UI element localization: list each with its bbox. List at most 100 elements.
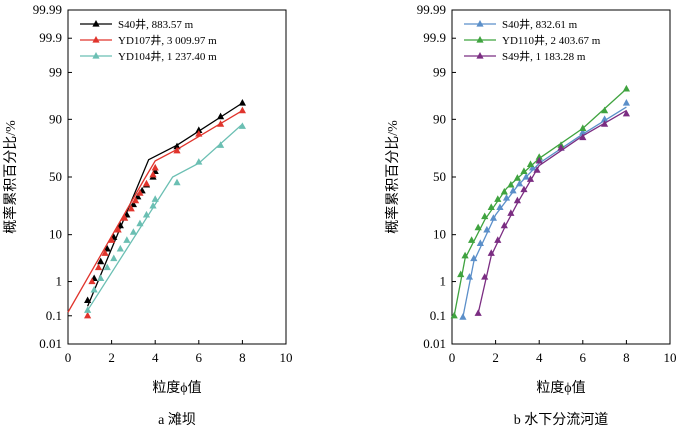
legend-marker	[476, 20, 484, 27]
data-point	[622, 99, 630, 106]
data-point	[487, 249, 495, 256]
data-point	[509, 186, 517, 194]
data-point	[121, 214, 129, 221]
data-point	[507, 180, 515, 188]
legend-marker	[476, 36, 484, 43]
data-point	[520, 167, 528, 174]
data-point	[494, 236, 502, 243]
data-point	[103, 263, 111, 271]
x-tick-label: 2	[108, 350, 115, 365]
y-tick-label: 99.9	[39, 30, 62, 45]
y-tick-label: 0.1	[430, 308, 446, 323]
data-point	[622, 84, 630, 92]
data-point	[131, 196, 140, 204]
data-point	[513, 196, 521, 204]
x-tick-label: 10	[664, 350, 677, 365]
data-point	[114, 225, 122, 233]
data-point	[515, 179, 524, 187]
series-line	[87, 102, 243, 307]
x-tick-label: 8	[623, 350, 630, 365]
data-point	[173, 146, 181, 154]
data-point	[461, 251, 469, 259]
data-point	[487, 203, 495, 210]
data-point	[123, 236, 131, 243]
y-axis-title-b: 概率累积百分比/%	[384, 120, 401, 234]
data-point	[84, 296, 92, 304]
legend-marker	[92, 52, 100, 59]
legend-label: YD104井, 1 237.40 m	[118, 49, 217, 63]
legend-label: YD107井, 3 009.97 m	[118, 33, 217, 47]
data-point	[579, 124, 587, 131]
data-point	[470, 254, 478, 262]
data-point	[459, 313, 467, 320]
data-point	[149, 170, 157, 178]
legend-label: YD110井, 2 403.67 m	[502, 33, 601, 47]
data-point	[513, 174, 521, 181]
data-point	[238, 106, 246, 114]
data-point	[195, 158, 203, 165]
x-tick-label: 4	[152, 350, 159, 365]
data-point	[522, 173, 530, 180]
y-tick-label: 0.1	[46, 308, 62, 323]
legend-marker	[476, 52, 484, 59]
y-tick-label: 10	[49, 227, 62, 242]
x-tick-label: 6	[580, 350, 587, 365]
data-point	[526, 175, 535, 182]
data-point	[500, 187, 508, 195]
data-point	[520, 185, 528, 193]
data-point	[129, 228, 137, 235]
y-tick-label: 0.01	[423, 336, 446, 351]
data-point	[94, 263, 103, 271]
caption-b: b 水下分流河道	[514, 412, 609, 428]
data-point	[526, 160, 535, 168]
y-tick-label: 1	[56, 274, 63, 289]
data-point	[468, 236, 476, 243]
x-tick-label: 6	[196, 350, 203, 365]
y-tick-label: 99.99	[417, 2, 446, 17]
data-point	[195, 130, 203, 137]
legend-marker	[92, 36, 100, 43]
data-point	[489, 214, 498, 221]
data-point	[502, 194, 511, 201]
data-point	[84, 311, 92, 319]
y-tick-label: 99	[433, 64, 446, 79]
data-point	[151, 195, 159, 202]
series-line	[462, 106, 627, 318]
data-point	[217, 112, 225, 120]
y-tick-label: 0.01	[39, 336, 62, 351]
x-axis-title-b: 粒度ϕ值	[536, 380, 585, 396]
data-point	[500, 221, 508, 229]
legend-label: S49井, 1 183.28 m	[502, 49, 586, 63]
data-point	[238, 122, 246, 129]
y-tick-label: 99	[49, 64, 62, 79]
data-point	[481, 273, 489, 280]
data-point	[238, 99, 246, 106]
data-point	[116, 244, 124, 252]
data-point	[142, 210, 151, 218]
data-point	[217, 120, 225, 127]
data-point	[601, 120, 609, 127]
data-point	[151, 163, 159, 171]
data-point	[127, 204, 135, 212]
x-tick-label: 2	[492, 350, 499, 365]
y-tick-label: 10	[433, 227, 446, 242]
data-point	[97, 274, 105, 282]
x-tick-label: 0	[65, 350, 72, 365]
x-tick-label: 0	[449, 350, 456, 365]
data-point	[84, 306, 92, 313]
data-point	[136, 189, 144, 196]
data-point	[457, 270, 465, 278]
data-point	[494, 195, 502, 202]
y-tick-label: 1	[440, 274, 447, 289]
data-point	[149, 201, 157, 209]
data-point	[481, 212, 489, 220]
caption-a: a 滩坝	[158, 412, 196, 428]
legend-label: S40井, 883.57 m	[118, 17, 194, 31]
data-point	[116, 221, 124, 229]
x-axis-title-a: 粒度ϕ值	[152, 380, 201, 396]
data-point	[97, 257, 105, 265]
y-tick-label: 90	[433, 111, 446, 126]
series-line	[477, 110, 627, 314]
y-axis-title-a: 概率累积百分比/%	[2, 120, 19, 234]
